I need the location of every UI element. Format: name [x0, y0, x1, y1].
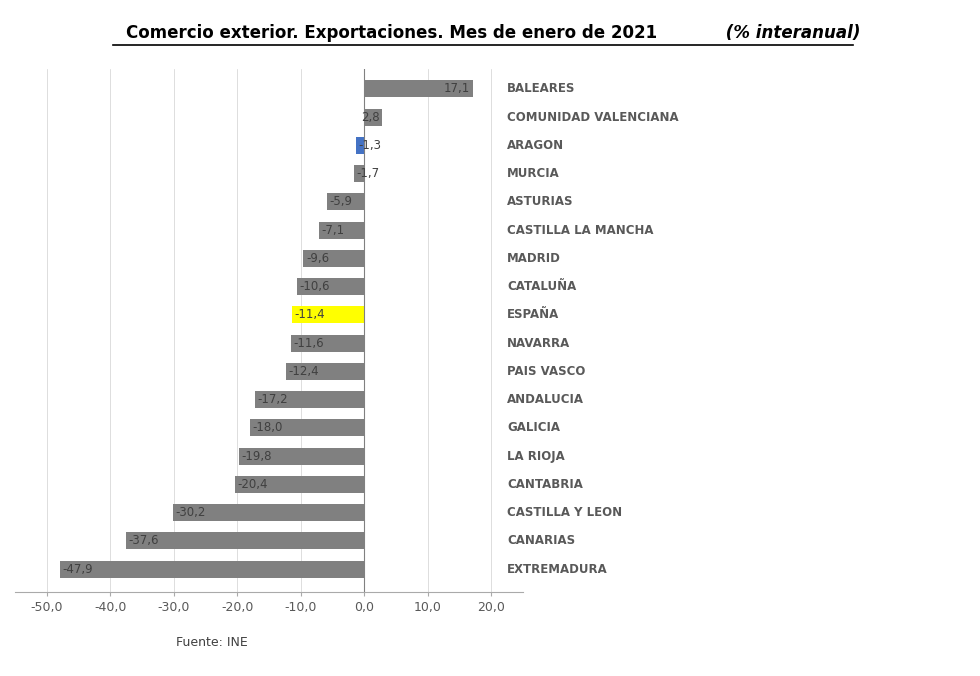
Text: PAIS VASCO: PAIS VASCO: [508, 365, 586, 378]
Text: -7,1: -7,1: [321, 224, 345, 237]
Text: ANDALUCIA: ANDALUCIA: [508, 393, 584, 406]
Text: ESPAÑA: ESPAÑA: [508, 308, 560, 321]
Bar: [297, 278, 365, 295]
Bar: [238, 448, 365, 464]
Text: CANTABRIA: CANTABRIA: [508, 478, 583, 491]
Bar: [354, 165, 365, 182]
Text: CASTILLA Y LEON: CASTILLA Y LEON: [508, 506, 622, 519]
Text: BALEARES: BALEARES: [508, 82, 575, 95]
Text: -1,7: -1,7: [356, 167, 379, 180]
Bar: [319, 222, 365, 239]
Text: (% interanual): (% interanual): [720, 24, 860, 42]
Text: CASTILLA LA MANCHA: CASTILLA LA MANCHA: [508, 224, 654, 237]
Text: NAVARRA: NAVARRA: [508, 337, 570, 349]
Bar: [365, 80, 473, 97]
Text: LA RIOJA: LA RIOJA: [508, 450, 565, 462]
Text: MURCIA: MURCIA: [508, 167, 560, 180]
Text: Comercio exterior. Exportaciones. Mes de enero de 2021: Comercio exterior. Exportaciones. Mes de…: [126, 24, 658, 42]
Text: -10,6: -10,6: [300, 280, 330, 293]
Text: -5,9: -5,9: [329, 195, 353, 208]
Text: -30,2: -30,2: [175, 506, 206, 519]
Text: -11,4: -11,4: [294, 308, 325, 321]
Text: GALICIA: GALICIA: [508, 421, 561, 434]
Text: CANARIAS: CANARIAS: [508, 534, 575, 548]
Text: Fuente: INE: Fuente: INE: [176, 636, 248, 649]
Text: -17,2: -17,2: [258, 393, 288, 406]
Bar: [250, 419, 365, 436]
Text: COMUNIDAD VALENCIANA: COMUNIDAD VALENCIANA: [508, 111, 679, 124]
Bar: [292, 306, 365, 323]
Text: -11,6: -11,6: [293, 337, 323, 349]
Text: -19,8: -19,8: [241, 450, 271, 462]
Text: -1,3: -1,3: [359, 139, 381, 152]
Text: 2,8: 2,8: [361, 111, 379, 124]
Text: 17,1: 17,1: [444, 82, 470, 95]
Bar: [304, 250, 365, 267]
Bar: [356, 137, 365, 154]
Bar: [327, 193, 365, 210]
Bar: [60, 560, 365, 577]
Text: -37,6: -37,6: [128, 534, 159, 548]
Bar: [365, 109, 382, 126]
Bar: [125, 532, 365, 550]
Text: CATALUÑA: CATALUÑA: [508, 280, 576, 293]
Text: ARAGON: ARAGON: [508, 139, 564, 152]
Text: -12,4: -12,4: [288, 365, 319, 378]
Bar: [291, 335, 365, 352]
Bar: [285, 363, 365, 380]
Text: MADRID: MADRID: [508, 252, 562, 265]
Text: -20,4: -20,4: [237, 478, 268, 491]
Text: ASTURIAS: ASTURIAS: [508, 195, 573, 208]
Text: -9,6: -9,6: [306, 252, 329, 265]
Text: EXTREMADURA: EXTREMADURA: [508, 562, 608, 575]
Bar: [235, 476, 365, 493]
Text: -47,9: -47,9: [63, 562, 93, 575]
Bar: [255, 391, 365, 408]
Bar: [172, 504, 365, 521]
Text: -18,0: -18,0: [253, 421, 283, 434]
